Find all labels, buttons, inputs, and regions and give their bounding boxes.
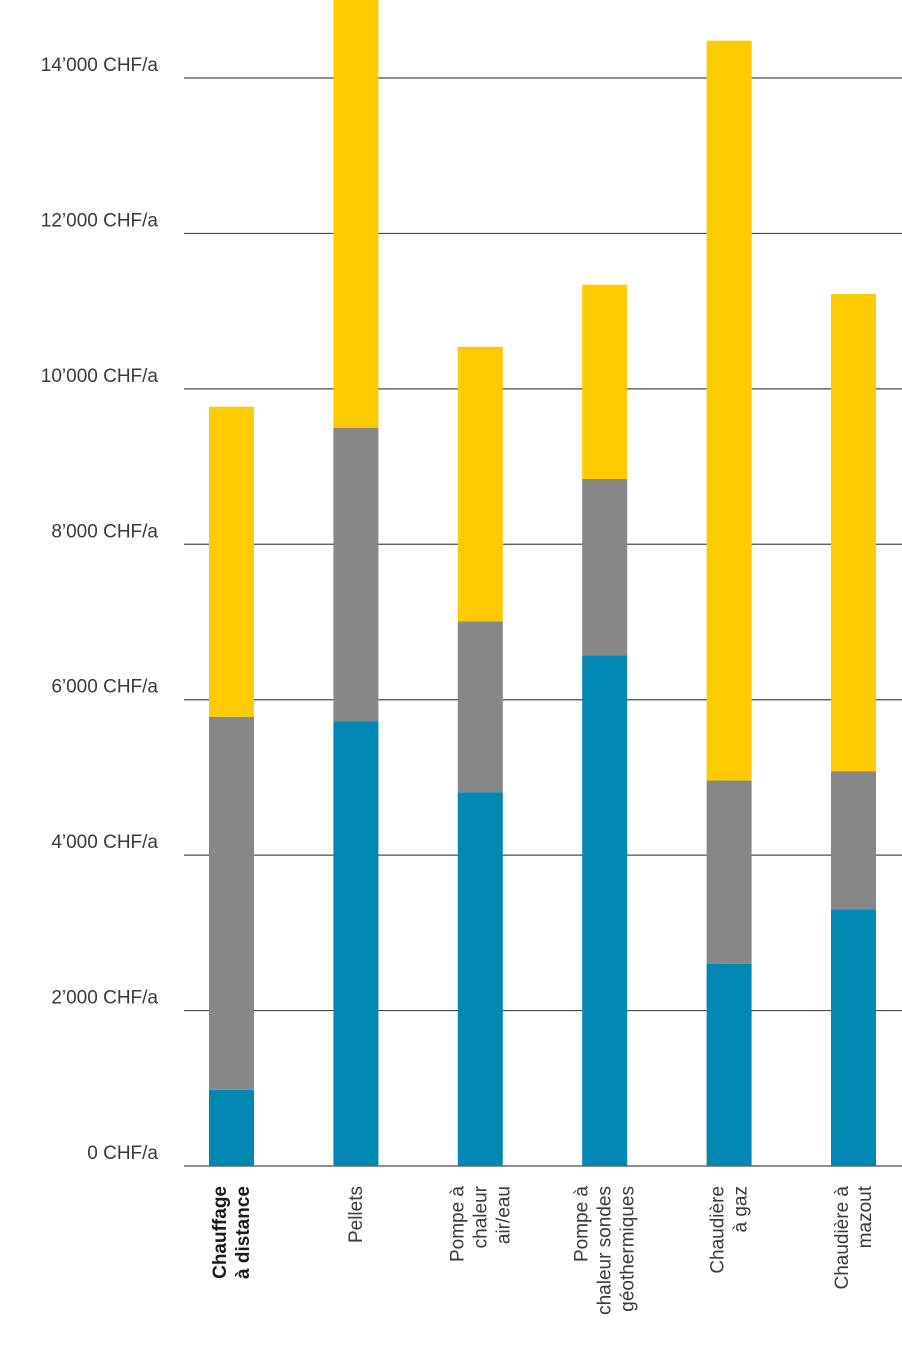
category-label-0-line-1: à distance <box>233 1186 254 1279</box>
bar-segment-0-0 <box>209 1089 254 1166</box>
category-label-2-line-2: air/eau <box>493 1186 514 1244</box>
bar-segment-3-1 <box>582 479 628 656</box>
category-label-5-line-1: mazout <box>855 1185 876 1248</box>
bar-segment-3-0 <box>582 655 628 1166</box>
category-label-2-line-0: Pompe à <box>447 1186 468 1262</box>
bar-segment-1-2 <box>333 0 379 428</box>
category-label-2-line-1: chaleur <box>470 1185 491 1248</box>
gridlines <box>184 77 902 1167</box>
category-label-4-line-1: à gaz <box>731 1186 752 1232</box>
bar-segment-4-2 <box>706 40 752 781</box>
y-axis-tick-labels: 0 CHF/a 2’000 CHF/a 4’000 CHF/a 6’000 CHF/a… <box>41 55 159 1164</box>
y-tick-label-0: 0 CHF/a <box>87 1143 158 1164</box>
bar-segment-4-1 <box>706 780 752 964</box>
bar-segment-2-0 <box>457 792 503 1166</box>
bar-segment-2-2 <box>457 346 503 622</box>
category-label-1-line-0: Pellets <box>346 1186 367 1243</box>
bar-segment-0-2 <box>209 406 254 717</box>
category-label-5-line-0: Chaudière à <box>832 1186 853 1290</box>
y-tick-label-3: 6’000 CHF/a <box>51 677 158 698</box>
bar-segment-1-1 <box>333 427 379 722</box>
bar-segment-5-1 <box>831 771 876 910</box>
bar-segment-1-0 <box>333 721 379 1166</box>
bar-segment-4-0 <box>706 963 752 1166</box>
bar-segment-5-0 <box>831 909 876 1166</box>
bar-segment-0-1 <box>209 716 254 1090</box>
y-tick-label-1: 2’000 CHF/a <box>51 988 158 1009</box>
y-tick-label-4: 8’000 CHF/a <box>51 521 158 542</box>
y-tick-label-5: 10’000 CHF/a <box>41 366 159 387</box>
bars <box>209 0 876 1166</box>
y-tick-label-6: 12’000 CHF/a <box>41 210 159 231</box>
category-labels: Chauffage à distance Pellets Pompe à chaleur… <box>210 1185 876 1315</box>
bar-segment-5-2 <box>831 294 876 772</box>
category-label-4-line-0: Chaudière <box>708 1186 729 1274</box>
bar-segment-3-2 <box>582 284 628 480</box>
category-label-0-line-0: Chauffage <box>210 1186 231 1279</box>
y-tick-label-7: 14’000 CHF/a <box>41 55 159 76</box>
category-label-3-line-0: Pompe à <box>572 1186 593 1262</box>
y-tick-label-2: 4’000 CHF/a <box>51 832 158 853</box>
category-label-3-line-2: géothermiques <box>618 1186 639 1312</box>
bar-segment-2-1 <box>457 621 503 793</box>
category-label-3-line-1: chaleur sondes <box>595 1186 616 1315</box>
